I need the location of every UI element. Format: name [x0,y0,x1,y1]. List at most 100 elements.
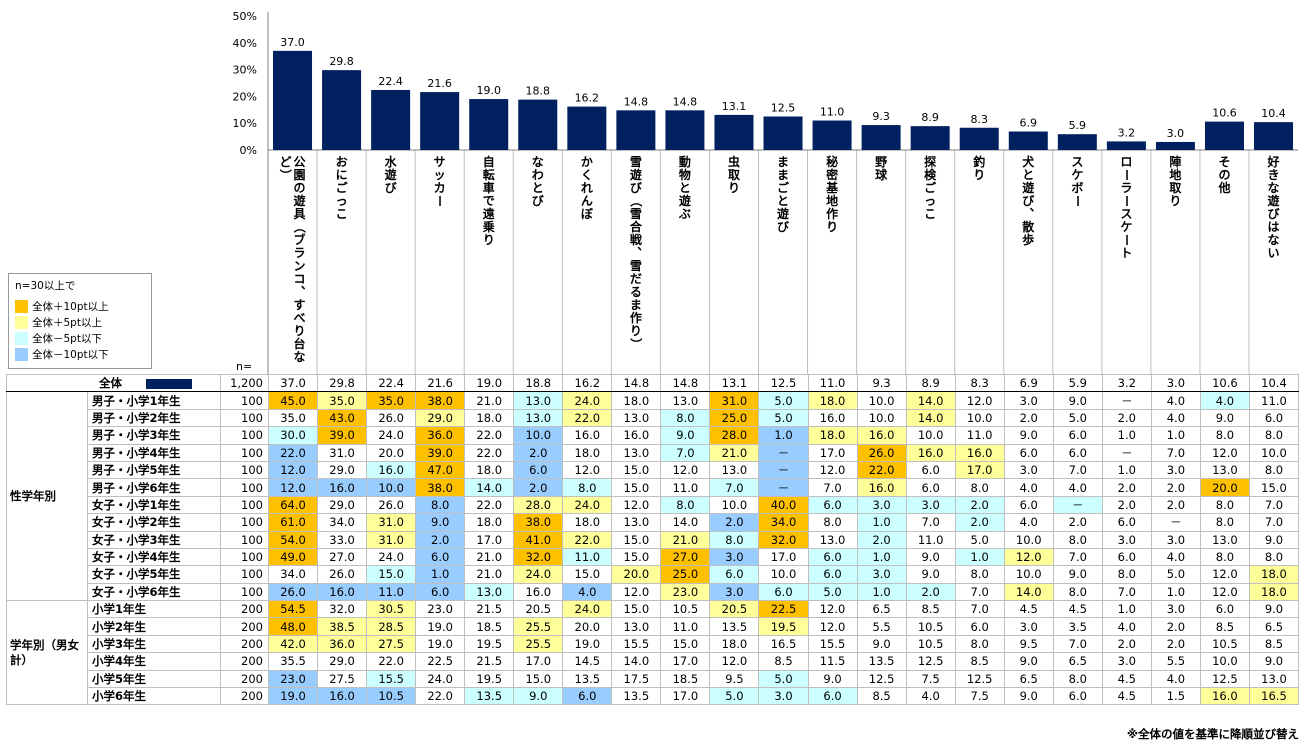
table-cell: 4.0 [1003,478,1054,497]
category-label-char: び [532,193,545,208]
table-cell: 8.0 [1199,547,1250,567]
category-label-char: 釣 [973,154,985,169]
bar [420,92,460,150]
table-cell: 27.0 [317,547,368,567]
table-cell: 13.0 [1199,460,1250,480]
table-cell: 15.0 [366,565,417,584]
category-label-char: と [777,194,789,208]
table-cell: 1.0 [1101,600,1152,619]
category-label-char: 好 [1267,154,1280,169]
table-row: 小学6年生 200 19.0 16.0 10.5 22.0 13.5 9.0 6.0 13.5 17… [7,687,1299,706]
table-cell: 2.0 [415,530,466,549]
table-cell: 18.0 [807,426,858,445]
table-cell: 24.0 [562,495,613,515]
table-cell: 1.0 [415,565,466,584]
table-cell: 39.0 [415,443,466,462]
n-value: 1,200 [220,373,269,393]
category-label-char: ッ [434,168,446,182]
table-cell: 7.0 [1052,634,1103,654]
bar-value-label: 9.3 [872,110,890,123]
row-label: 小学1年生 [87,600,221,619]
category-label-char: わ [532,168,544,182]
table-cell: 5.5 [856,617,907,636]
table-cell: 12.5 [758,373,809,393]
table-cell: 26.0 [317,565,368,584]
table-cell: 3.0 [1003,617,1054,636]
table-row: 女子・小学2年生 100 61.0 34.0 31.0 9.0 18.0 38.0 18.0 13… [7,513,1299,532]
n-value: 200 [220,600,269,619]
table-cell: 6.0 [905,478,956,497]
bar [1254,122,1294,150]
table-cell: 12.0 [267,460,319,480]
table-cell: 2.0 [1052,513,1103,532]
table-cell: 14.0 [611,652,662,671]
table-cell: 10.0 [1003,565,1054,584]
category-label-char: ロ [1120,155,1132,169]
table-cell: 15.0 [562,565,613,584]
table-cell: 19.0 [464,373,515,393]
n-value: 100 [220,443,269,462]
bar-value-label: 8.9 [921,111,939,124]
table-cell: 1.0 [856,513,907,532]
category-label-char: 遊 [385,167,397,182]
table-cell: 19.0 [415,617,466,636]
table-cell: 1.5 [1150,687,1201,706]
table-cell: 26.0 [366,495,417,515]
table-cell: 6.0 [1101,513,1152,532]
bar [910,126,950,150]
table-cell: 22.5 [415,652,466,671]
table-cell: 14.0 [1003,582,1054,602]
table-row-total: 全体 1,200 37.0 29.8 22.4 21.6 19.0 18.8 16.2 14.8 1… [6,373,1299,393]
category-label-char: ー [1070,195,1084,207]
table-cell: 16.5 [1248,687,1299,706]
table-cell: － [1150,513,1201,532]
table-cell: 15.0 [611,547,662,567]
table-cell: 9.0 [1199,408,1250,428]
table-cell: 20.0 [562,617,613,636]
table-cell: 29.0 [317,460,368,480]
table-cell: 1.0 [856,582,907,602]
category-label-char: ケ [1120,220,1132,234]
table-cell: 9.0 [1052,391,1103,410]
bar [616,110,656,150]
n-value: 100 [220,513,269,532]
row-label: 小学4年生 [87,652,221,671]
bars-group [273,50,1294,151]
table-cell: 13.0 [611,513,662,532]
table-cell: 30.0 [267,426,319,445]
table-cell: 21.0 [660,530,711,549]
table-cell: 10.4 [1248,373,1299,393]
category-label: 虫取り [728,154,740,195]
bar [665,110,705,150]
table-cell: 4.0 [562,582,613,602]
table-cell: 1.0 [1150,426,1201,445]
table-cell: 13.5 [856,652,907,671]
table-cell: 9.0 [1248,530,1299,549]
category-label-char: っ [336,194,348,208]
table-cell: 1.0 [1101,460,1152,480]
table-cell: 16.0 [317,582,368,602]
table-cell: 22.0 [415,687,466,706]
category-label-char: 歩 [1022,232,1034,247]
table-cell: 14.0 [660,513,711,532]
category-label-char: り [1169,194,1181,208]
table-cell: 38.0 [513,513,564,532]
category-label-char: 具 [294,207,306,221]
category-label-char: ス [1071,155,1083,169]
table-cell: 23.0 [415,600,466,619]
table-cell: 3.0 [709,582,760,602]
table-cell: 9.0 [905,565,956,584]
table-cell: 28.0 [709,426,760,445]
table-cell: 13.5 [709,617,760,636]
category-label-char: び [1268,206,1281,221]
table-cell: 17.0 [954,460,1005,480]
table-cell: 13.0 [513,408,564,428]
table-row: 女子・小学3年生 100 54.0 33.0 31.0 2.0 17.0 41.0 22.0 15… [7,530,1299,549]
n-header: n= [236,360,253,373]
table-cell: 13.0 [807,530,858,549]
table-cell: 8.5 [954,652,1005,671]
category-label-char: そ [1218,155,1230,169]
